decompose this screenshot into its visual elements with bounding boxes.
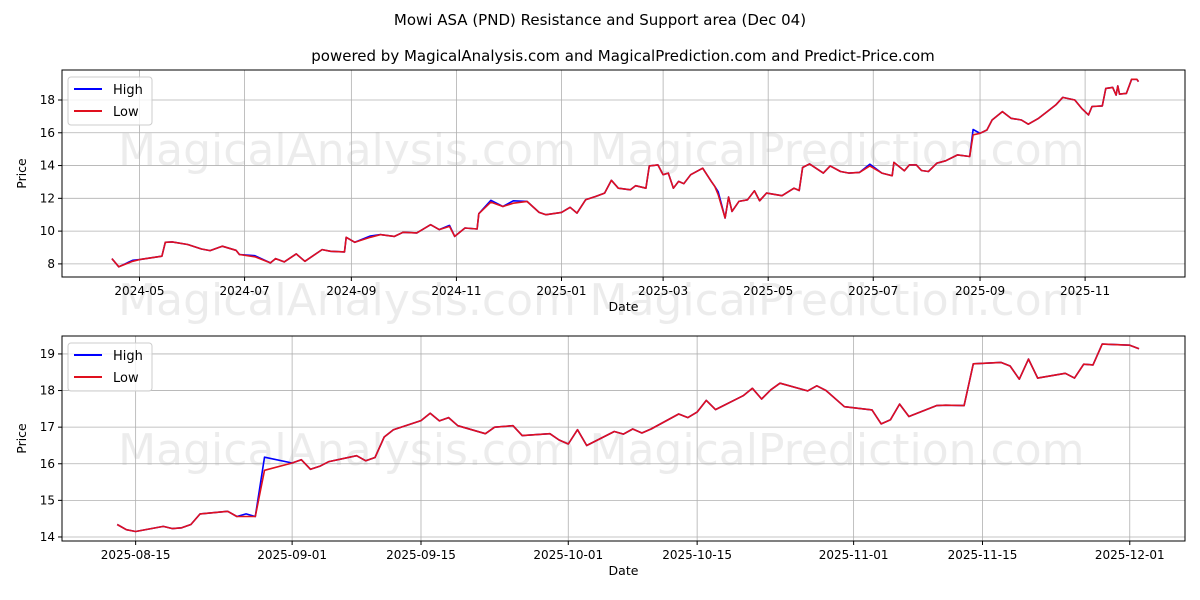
x-tick-label: 2025-09	[955, 284, 1005, 298]
y-tick-label: 16	[40, 126, 55, 140]
watermark-text: MagicalAnalysis.com	[118, 125, 576, 176]
y-tick-label: 18	[40, 93, 55, 107]
y-tick-label: 10	[40, 224, 55, 238]
x-tick-label: 2025-03	[638, 284, 688, 298]
watermark-text: MagicalAnalysis.com	[118, 275, 576, 326]
chart-subtitle: powered by MagicalAnalysis.com and Magic…	[311, 47, 935, 65]
chart-panel-2: MagicalAnalysis.com MagicalPrediction.com…	[14, 335, 1186, 578]
legend-label-low: Low	[113, 371, 139, 386]
low-series-line	[116, 343, 1140, 533]
x-tick-label: 2025-11	[1060, 284, 1110, 298]
x-tick-label: 2025-01	[536, 284, 586, 298]
y-tick-label: 14	[40, 159, 55, 173]
y-axis-label: Price	[14, 158, 29, 189]
axes-frame	[61, 335, 1186, 542]
x-tick-label: 2024-09	[326, 284, 376, 298]
x-tick-label: 2025-11-01	[819, 548, 889, 562]
x-tick-label: 2025-09-15	[386, 548, 456, 562]
x-tick-label: 2025-09-01	[257, 548, 327, 562]
watermark-text: MagicalPrediction.com	[590, 275, 1085, 326]
watermark-text: MagicalAnalysis.com	[118, 425, 576, 476]
x-tick-label: 2025-10-01	[533, 548, 603, 562]
x-tick-label: 2024-05	[114, 284, 164, 298]
y-tick-label: 16	[40, 457, 55, 471]
y-tick-label: 12	[40, 191, 55, 205]
x-tick-label: 2025-08-15	[101, 548, 171, 562]
y-tick-label: 19	[40, 347, 55, 361]
legend-label-high: High	[113, 349, 143, 364]
x-tick-label: 2024-11	[431, 284, 481, 298]
x-tick-label: 2024-07	[220, 284, 270, 298]
legend-label-high: High	[113, 83, 143, 98]
low-series-line	[111, 78, 1140, 268]
watermark-text: MagicalPrediction.com	[590, 425, 1085, 476]
x-tick-label: 2025-05	[743, 284, 793, 298]
x-tick-label: 2025-10-15	[662, 548, 732, 562]
y-axis-label: Price	[14, 423, 29, 454]
axes-frame	[61, 69, 1186, 278]
chart-title: Mowi ASA (PND) Resistance and Support ar…	[394, 11, 806, 29]
x-tick-label: 2025-11-15	[948, 548, 1018, 562]
y-tick-label: 8	[47, 257, 55, 271]
chart-panel-1: MagicalAnalysis.com MagicalPrediction.com…	[14, 69, 1186, 326]
y-tick-label: 15	[40, 493, 55, 507]
watermark-text: MagicalPrediction.com	[590, 125, 1085, 176]
y-tick-label: 14	[40, 530, 55, 544]
legend: High Low	[67, 76, 153, 126]
legend: High Low	[67, 342, 153, 392]
x-tick-label: 2025-07	[848, 284, 898, 298]
x-axis-label: Date	[609, 299, 639, 314]
y-tick-label: 17	[40, 420, 55, 434]
x-tick-label: 2025-12-01	[1095, 548, 1165, 562]
y-tick-label: 18	[40, 384, 55, 398]
legend-label-low: Low	[113, 105, 139, 120]
x-axis-label: Date	[609, 563, 639, 578]
